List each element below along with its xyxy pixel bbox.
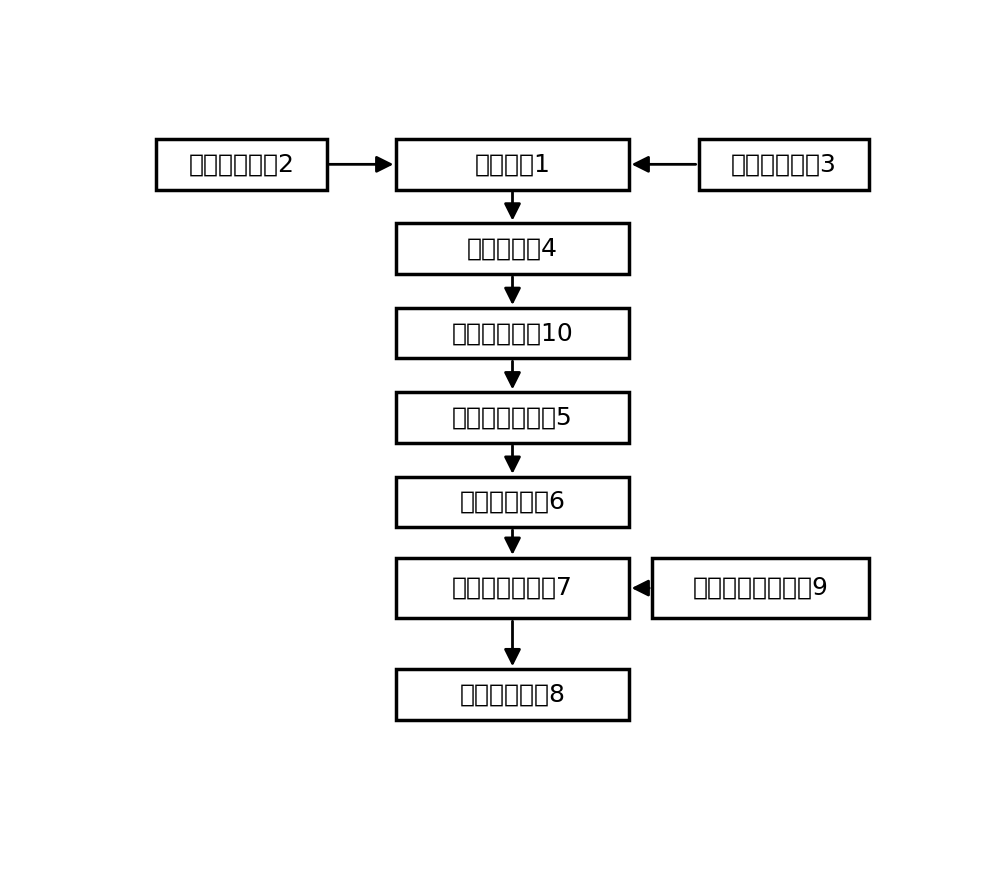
Text: 恒流源模块4: 恒流源模块4 <box>467 237 558 260</box>
Bar <box>396 477 629 527</box>
Text: 信号输出模块8: 信号输出模块8 <box>460 682 566 707</box>
Bar <box>652 558 869 618</box>
Bar <box>396 139 629 189</box>
Text: 第二电源模块3: 第二电源模块3 <box>731 153 837 176</box>
Text: 限流保护模坧10: 限流保护模坧10 <box>452 321 573 346</box>
Bar <box>698 139 869 189</box>
Bar <box>156 139 326 189</box>
Bar <box>396 669 629 720</box>
Bar <box>396 224 629 274</box>
Bar <box>396 392 629 443</box>
Bar <box>396 308 629 359</box>
Text: 集成运放供电模块9: 集成运放供电模块9 <box>693 576 828 600</box>
Text: 滤波及放大模块7: 滤波及放大模块7 <box>452 576 573 600</box>
Bar <box>396 558 629 618</box>
Text: 传感器接口模块5: 传感器接口模块5 <box>452 405 573 430</box>
Text: 转换开儱1: 转换开儱1 <box>475 153 550 176</box>
Text: 交流耦合模块6: 交流耦合模块6 <box>460 490 566 514</box>
Text: 第一电源模块2: 第一电源模块2 <box>188 153 294 176</box>
